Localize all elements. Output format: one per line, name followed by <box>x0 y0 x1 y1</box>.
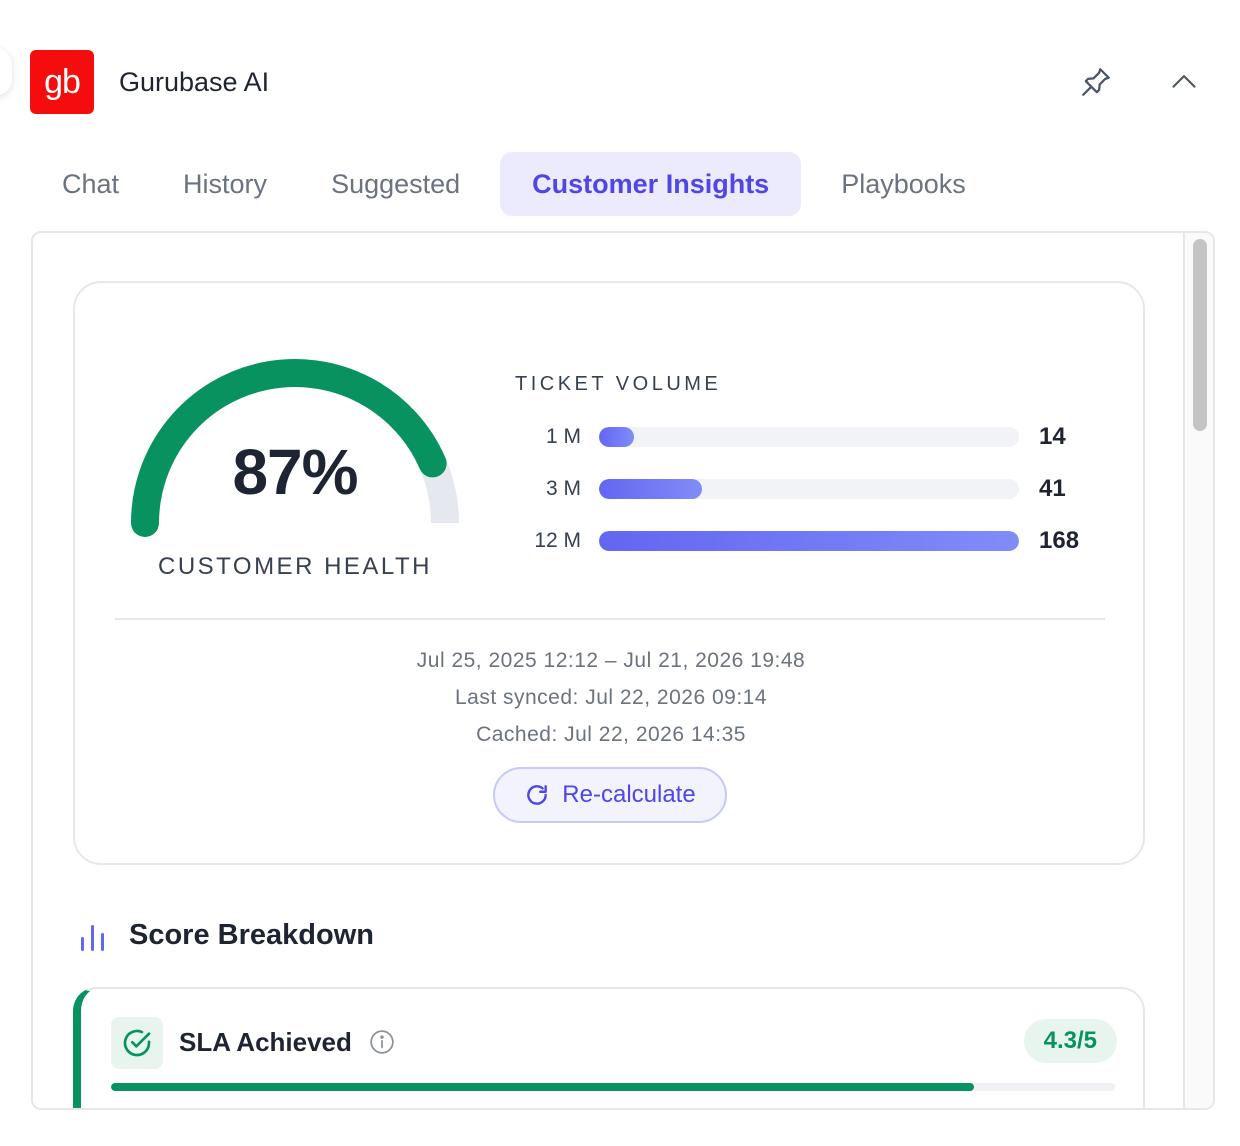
collapse-button[interactable] <box>1164 62 1204 102</box>
health-value: 87% <box>232 436 358 508</box>
tab-bar: Chat History Suggested Customer Insights… <box>30 152 998 216</box>
ticket-volume-track <box>599 427 1019 447</box>
ticket-volume-bar <box>599 531 1019 551</box>
insights-panel: 87% CUSTOMER HEALTH TICKET VOLUME 1 M 14… <box>31 231 1215 1110</box>
info-icon <box>370 1030 394 1054</box>
ticket-volume-value: 14 <box>1039 423 1066 450</box>
health-label: CUSTOMER HEALTH <box>158 553 432 580</box>
ticket-volume-bar <box>599 427 634 447</box>
check-circle-icon <box>123 1029 151 1057</box>
ticket-volume-title: TICKET VOLUME <box>515 373 722 395</box>
tab-chat[interactable]: Chat <box>62 168 120 199</box>
last-synced: Last synced: Jul 22, 2026 09:14 <box>454 686 768 709</box>
recalculate-button[interactable]: Re-calculate <box>493 767 727 823</box>
recalculate-label: Re-calculate <box>562 781 696 808</box>
sla-achieved-card[interactable]: SLA Achieved 4.3/5 <box>73 987 1145 1108</box>
ticket-volume-label: 12 M <box>534 529 581 552</box>
date-range: Jul 25, 2025 12:12 – Jul 21, 2026 19:48 <box>416 649 806 672</box>
tab-playbooks[interactable]: Playbooks <box>841 168 966 199</box>
bar-chart-icon <box>81 925 104 951</box>
pin-button[interactable] <box>1076 62 1116 102</box>
card-divider <box>115 618 1105 620</box>
tab-customer-insights[interactable]: Customer Insights <box>500 152 802 216</box>
pin-icon <box>1082 68 1110 96</box>
sla-progress-fill <box>111 1083 975 1091</box>
ticket-volume-row: 1 M 14 <box>515 423 1115 453</box>
ticket-volume-value: 168 <box>1039 527 1080 554</box>
ticket-volume-row: 3 M 41 <box>515 475 1115 505</box>
chevron-up-icon <box>1172 75 1196 88</box>
sla-achieved-title: SLA Achieved <box>179 1027 352 1057</box>
score-breakdown-title: Score Breakdown <box>129 919 374 951</box>
ticket-volume-row: 12 M 168 <box>515 527 1115 557</box>
ticket-volume-label: 1 M <box>545 425 581 448</box>
sla-score-badge: 4.3/5 <box>1023 1019 1117 1063</box>
ticket-volume-track <box>599 531 1019 551</box>
ticket-volume-value: 41 <box>1039 475 1066 502</box>
gauge-fill <box>131 359 447 537</box>
ticket-volume-bar <box>599 479 702 499</box>
scrollbar-thumb[interactable] <box>1193 239 1207 431</box>
scrollbar[interactable] <box>1183 233 1213 1108</box>
side-handle[interactable] <box>0 48 12 96</box>
sla-progress-track <box>111 1083 1115 1091</box>
app-title: Gurubase AI <box>119 67 270 97</box>
app-logo: gb <box>30 50 94 114</box>
health-gauge <box>131 359 459 537</box>
info-button[interactable] <box>369 1029 395 1055</box>
sla-icon-box <box>111 1017 163 1069</box>
health-card: 87% CUSTOMER HEALTH TICKET VOLUME 1 M 14… <box>73 281 1145 865</box>
tab-history[interactable]: History <box>183 168 268 199</box>
ticket-volume-label: 3 M <box>545 477 581 500</box>
refresh-icon <box>527 785 548 805</box>
tab-suggested[interactable]: Suggested <box>331 168 461 199</box>
cached-time: Cached: Jul 22, 2026 14:35 <box>476 723 746 746</box>
header: gb Gurubase AI <box>30 50 1210 114</box>
ticket-volume-track <box>599 479 1019 499</box>
